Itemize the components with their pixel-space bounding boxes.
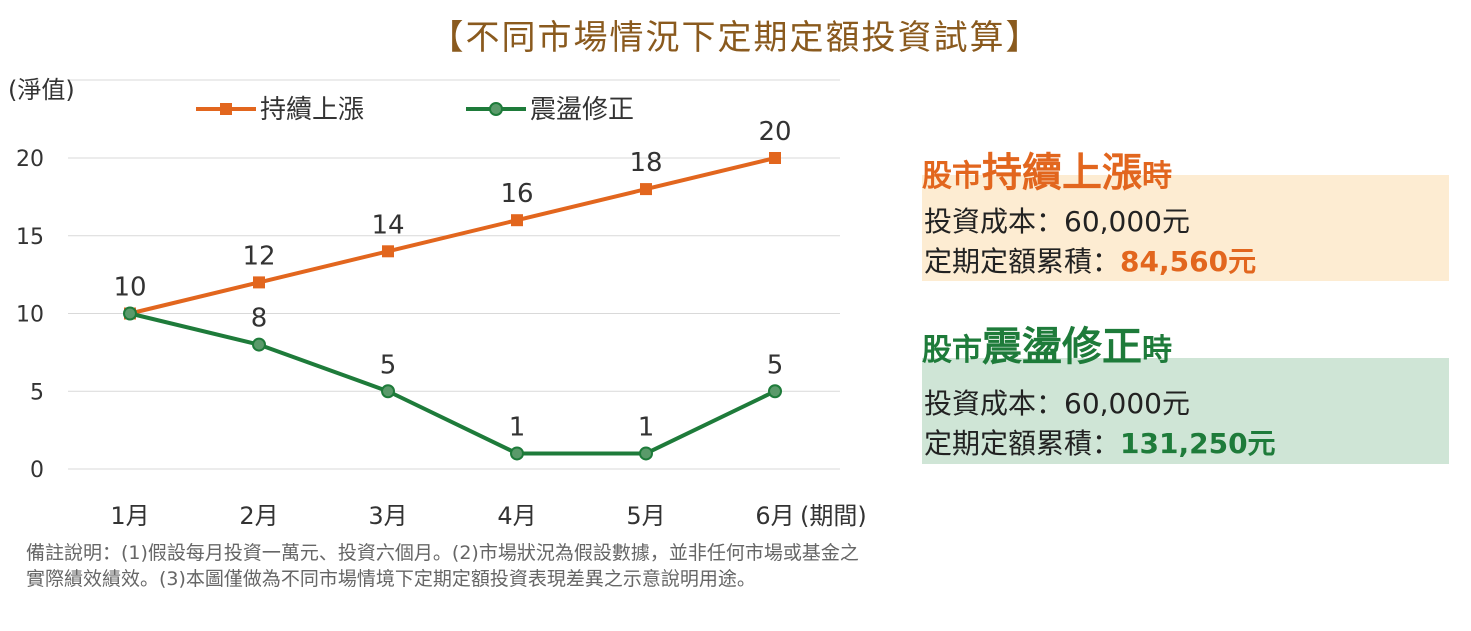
legend-label: 震盪修正 [530, 95, 634, 125]
data-point [769, 152, 781, 164]
cost-label: 投資成本： [924, 205, 1065, 238]
panel-background [922, 358, 1449, 464]
data-label: 20 [758, 117, 791, 147]
cost-value: 60,000元 [1064, 387, 1190, 420]
heading-suffix: 時 [1142, 333, 1172, 368]
data-label: 8 [251, 304, 268, 334]
data-point [640, 183, 652, 196]
x-axis-ticks: 1月 2月 3月 4月 5月 6月 [110, 502, 794, 530]
accum-value: 84,560元 [1120, 245, 1257, 278]
panel-heading: 股市震盪修正時 [922, 314, 1172, 372]
accum-line: 定期定額累積：131,250元 [924, 422, 1276, 462]
series-1: 10 12 14 16 18 20 [113, 117, 792, 320]
panel-background [922, 175, 1449, 281]
data-label: 18 [629, 148, 662, 178]
x-tick-label: 6月 [755, 502, 794, 530]
y-tick-label: 20 [16, 147, 44, 172]
data-point [382, 245, 394, 258]
y-axis-ticks: 0 5 10 15 20 [16, 147, 44, 483]
heading-prefix: 股市 [922, 333, 982, 368]
legend-item-1: 持續上漲 [196, 95, 364, 125]
data-point [510, 446, 524, 461]
cost-label: 投資成本： [924, 387, 1065, 420]
legend: 持續上漲 震盪修正 [196, 95, 634, 125]
footnote: 備註說明：(1)假設每月投資一萬元、投資六個月。(2)市場狀況為假設數據，並非任… [26, 542, 859, 590]
data-label: 5 [380, 350, 397, 380]
data-label: 1 [509, 412, 526, 442]
data-label: 10 [113, 273, 146, 303]
y-tick-label: 15 [16, 225, 44, 250]
data-label: 14 [371, 210, 404, 240]
data-point [123, 306, 137, 321]
y-tick-label: 10 [16, 303, 44, 328]
gridlines [68, 79, 840, 470]
heading-prefix: 股市 [922, 159, 982, 194]
cost-line: 投資成本：60,000元 [924, 382, 1190, 422]
y-tick-label: 5 [30, 380, 44, 405]
x-tick-label: 2月 [239, 502, 278, 530]
series-2: 8 5 1 1 5 [123, 304, 784, 461]
data-point [768, 384, 782, 399]
data-label: 5 [767, 350, 784, 380]
data-point [252, 337, 266, 352]
accum-value: 131,250元 [1120, 427, 1276, 460]
x-tick-label: 1月 [110, 502, 149, 530]
heading-suffix: 時 [1142, 159, 1172, 194]
series-line [129, 156, 776, 316]
legend-marker [220, 103, 232, 115]
panel-heading: 股市持續上漲時 [922, 140, 1172, 198]
data-label: 1 [638, 412, 655, 442]
x-tick-label: 4月 [497, 502, 536, 530]
x-tick-label: 5月 [626, 502, 665, 530]
legend-marker [489, 102, 503, 116]
data-label: 16 [500, 179, 533, 209]
x-tick-label: 3月 [368, 502, 407, 530]
series-group: 10 12 14 16 18 20 8 5 1 1 5 [113, 117, 792, 461]
data-point [253, 276, 265, 289]
page-title: 【不同市場情況下定期定額投資試算】 [429, 18, 1042, 58]
data-point [639, 446, 653, 461]
accum-line: 定期定額累積：84,560元 [924, 240, 1256, 280]
accum-label: 定期定額累積： [924, 427, 1121, 460]
accum-label: 定期定額累積： [924, 245, 1121, 278]
data-point [381, 384, 395, 399]
cost-line: 投資成本：60,000元 [924, 200, 1190, 240]
heading-main: 震盪修正 [982, 324, 1142, 370]
cost-value: 60,000元 [1064, 205, 1190, 238]
y-axis-title: (淨值) [8, 76, 75, 104]
x-axis-unit: (期間) [800, 502, 867, 530]
legend-item-2: 震盪修正 [466, 95, 634, 125]
y-tick-label: 0 [30, 458, 44, 483]
series-line [129, 311, 776, 456]
legend-label: 持續上漲 [260, 95, 364, 125]
heading-main: 持續上漲 [982, 150, 1142, 196]
data-point [511, 214, 523, 227]
data-label: 12 [242, 241, 275, 271]
